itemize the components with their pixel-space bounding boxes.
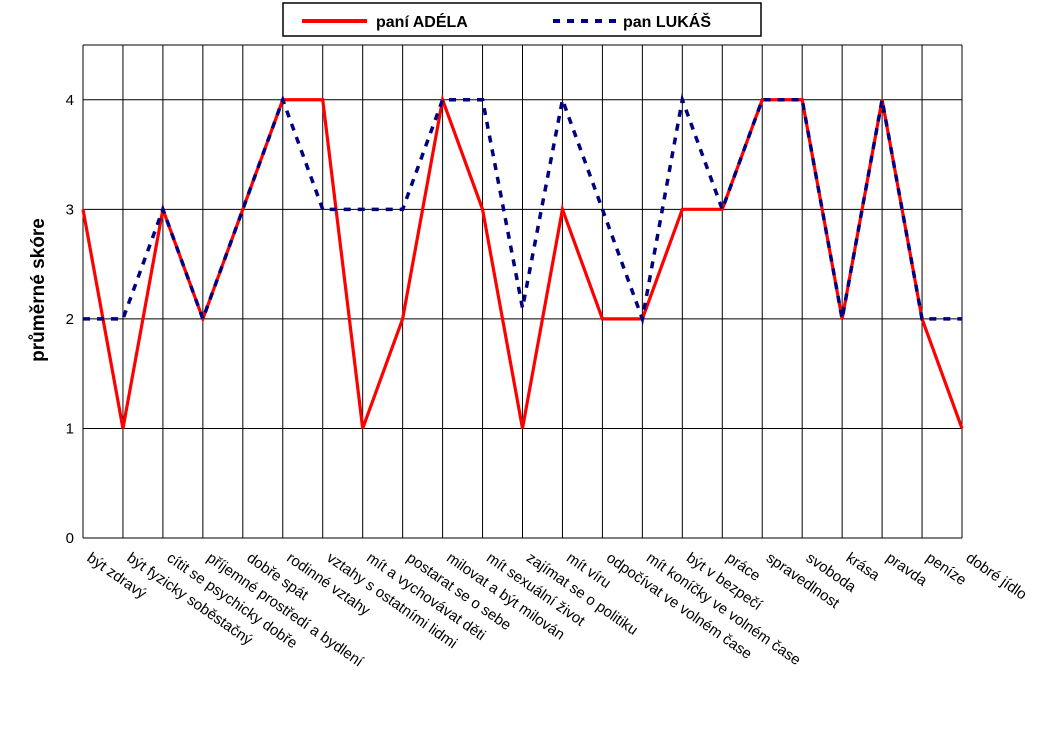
x-tick-label: dobré jídlo <box>963 549 1030 603</box>
y-tick-label: 2 <box>66 311 74 328</box>
series-lines <box>81 93 964 429</box>
y-tick-label: 3 <box>66 201 74 218</box>
legend-label-adela: paní ADÉLA <box>376 12 468 31</box>
y-tick-label: 0 <box>66 530 74 547</box>
legend-label-lukas: pan LUKÁŠ <box>623 12 711 31</box>
x-tick-label: pravda <box>883 549 931 590</box>
series-line-lukas <box>83 93 962 326</box>
grid <box>82 44 963 539</box>
y-tick-labels: 0 1 2 3 4 <box>66 92 74 547</box>
y-tick-label: 4 <box>66 92 74 109</box>
y-axis-label: průměrné skóre <box>28 218 49 362</box>
x-tick-label: peníze <box>923 549 970 589</box>
legend: paní ADÉLA pan LUKÁŠ <box>282 2 762 37</box>
y-tick-label: 1 <box>66 420 74 437</box>
